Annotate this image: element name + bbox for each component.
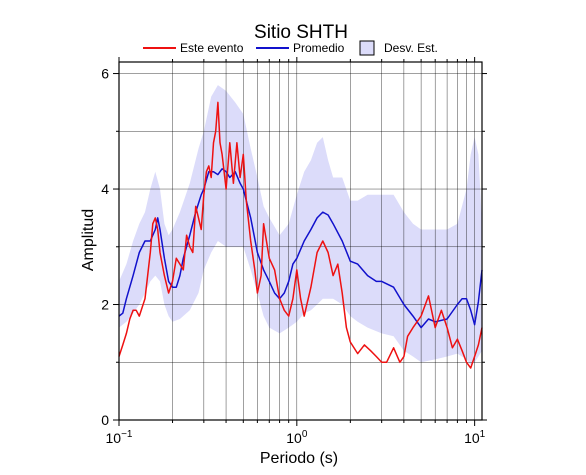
- legend-label-band: Desv. Est.: [384, 41, 438, 55]
- x-tick-label: 101: [464, 429, 486, 446]
- plot-frame: [118, 61, 483, 421]
- y-tick-label: 4: [101, 181, 109, 197]
- series-line-promedio: [118, 168, 483, 329]
- y-tick-label: 2: [101, 297, 109, 313]
- x-tick-label: 10−1: [106, 429, 133, 446]
- y-tick-label: 0: [101, 412, 109, 428]
- chart-title: Sitio SHTH: [254, 22, 348, 43]
- y-axis-label: Amplitud: [80, 209, 97, 271]
- legend-swatch-band: [359, 40, 375, 56]
- x-axis-label: Periodo (s): [260, 450, 338, 467]
- legend: Este evento Promedio Desv. Est.: [143, 40, 438, 56]
- x-tick-label: 100: [286, 429, 308, 446]
- std-dev-band: [119, 85, 482, 366]
- series-line-este-evento: [118, 101, 483, 369]
- y-tick-label: 6: [101, 66, 109, 82]
- legend-label-event: Este evento: [180, 41, 244, 55]
- legend-label-mean: Promedio: [293, 41, 345, 55]
